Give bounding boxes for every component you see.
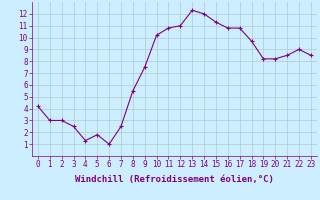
X-axis label: Windchill (Refroidissement éolien,°C): Windchill (Refroidissement éolien,°C)	[75, 175, 274, 184]
